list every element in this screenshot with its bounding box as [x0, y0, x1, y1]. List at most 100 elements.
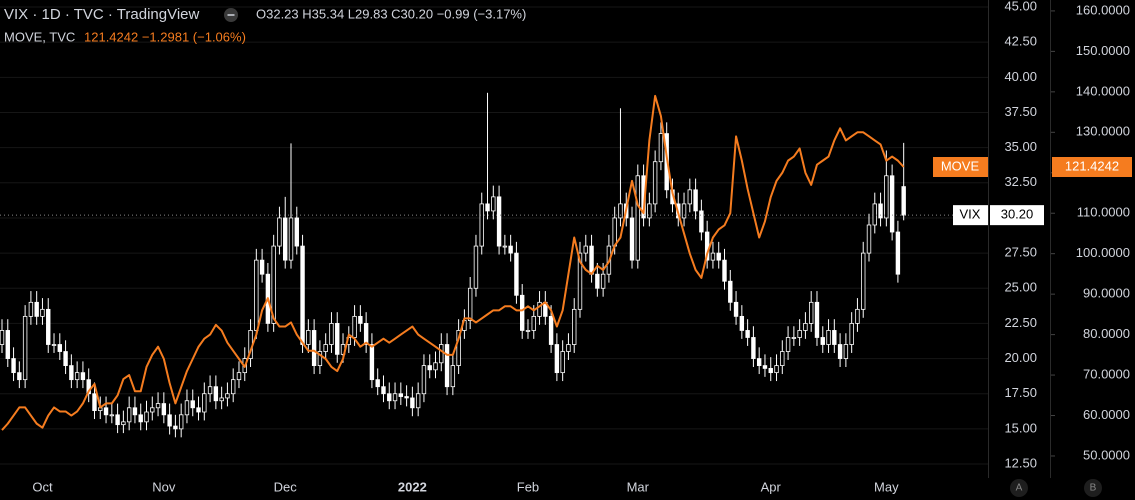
grid [0, 6, 988, 465]
candle-body [589, 245, 594, 275]
candle-body [115, 414, 120, 426]
auto-scale-label[interactable]: A [1016, 483, 1023, 494]
candle-body [150, 407, 155, 413]
candle-body [861, 252, 866, 310]
candle-body [207, 386, 213, 395]
candle-body [300, 245, 305, 345]
candle-body [34, 301, 39, 317]
scale-label[interactable]: B [1090, 483, 1097, 494]
candle-body [508, 245, 513, 254]
candle-body [473, 245, 479, 289]
candle-body [635, 175, 640, 261]
candle-body [306, 330, 311, 345]
y-tick-label: 40.00 [1004, 69, 1037, 84]
series-name-tag [933, 157, 988, 178]
x-tick-label: Mar [627, 479, 650, 494]
candle-body [514, 252, 519, 296]
candle-body [109, 414, 115, 417]
candle-body [178, 414, 184, 430]
y2-tick-label: 160.0000 [1076, 2, 1130, 17]
x-tick-label: Dec [274, 479, 298, 494]
candle-body [785, 337, 791, 352]
candle-body [450, 365, 456, 388]
candle-body [699, 210, 704, 233]
y-tick-label: 22.50 [1004, 315, 1037, 330]
candle-body [219, 397, 224, 402]
last-value-tag-label: 121.4242 [1065, 158, 1119, 173]
candle-body [69, 365, 74, 381]
y-tick-label: 15.00 [1004, 420, 1037, 435]
candle-body [520, 294, 525, 331]
candle-body [63, 351, 68, 367]
candle-body [11, 358, 16, 374]
y-tick-label: 42.50 [1004, 34, 1037, 49]
series-name-tag-label: MOVE [941, 158, 980, 173]
candle-body [739, 315, 745, 331]
y2-tick-label: 90.0000 [1083, 286, 1130, 301]
candle-body [132, 407, 138, 416]
candle-body [525, 330, 531, 332]
candle-body [583, 245, 588, 254]
candle-body [103, 407, 109, 416]
candle-body [693, 189, 698, 212]
candle-body [866, 224, 872, 254]
candle-body [51, 344, 57, 346]
candle-body [872, 203, 877, 226]
candle-body [381, 386, 386, 395]
scale-button[interactable] [1084, 479, 1102, 497]
axes: 12.5015.0017.5020.0022.5025.0027.5030.00… [32, 0, 1132, 494]
candle-body [889, 175, 895, 233]
candle-body [225, 393, 230, 399]
candle-body [814, 301, 820, 338]
candle-body [0, 330, 5, 345]
candle-body [849, 323, 854, 345]
y2-tick-label: 150.0000 [1076, 43, 1130, 58]
candle-body [271, 245, 276, 324]
y-tick-label: 12.50 [1004, 455, 1037, 470]
y-tick-label: 27.50 [1004, 245, 1037, 260]
x-tick-label: May [874, 479, 899, 494]
y2-tick-label: 130.0000 [1076, 124, 1130, 139]
y2-tick-label: 110.0000 [1077, 205, 1130, 220]
candle-body [415, 393, 421, 409]
candle-body [774, 365, 779, 374]
last-value-tag [1052, 157, 1132, 178]
candle-body [74, 372, 80, 381]
candle-body [809, 301, 814, 324]
y2-tick-label: 50.0000 [1083, 447, 1130, 462]
candle-body [5, 330, 10, 359]
candle-body [647, 203, 652, 219]
y-tick-label: 35.00 [1004, 139, 1037, 154]
y-tick-label: 32.50 [1004, 174, 1037, 189]
candle-body [22, 315, 28, 381]
x-tick-label: Feb [517, 479, 539, 494]
candle-body [46, 308, 51, 345]
candle-body [254, 259, 259, 331]
candle-body [311, 330, 317, 367]
candle-body [126, 407, 132, 423]
candle-body [456, 330, 461, 367]
candle-body [554, 344, 560, 374]
candle-body [323, 344, 328, 352]
candle-body [803, 323, 808, 331]
candle-body [155, 403, 161, 409]
candle-body [439, 344, 444, 364]
candle-body [710, 252, 716, 261]
y-tick-label: 45.00 [1004, 0, 1037, 13]
candle-body [837, 344, 843, 359]
candle-body [398, 393, 404, 397]
candle-body [375, 379, 380, 388]
candle-body [28, 301, 34, 317]
candle-body [421, 365, 427, 395]
candle-body [768, 368, 773, 374]
candle-body [797, 330, 802, 338]
candle-body [687, 189, 693, 205]
candle-body [138, 414, 143, 423]
auto-scale-button[interactable] [1010, 479, 1028, 497]
y2-tick-label: 140.0000 [1076, 83, 1130, 98]
candle-body [467, 287, 473, 322]
x-tick-label: 2022 [398, 479, 427, 494]
second-series-values: 121.4242 −1.2981 (−1.06%) [84, 29, 246, 44]
